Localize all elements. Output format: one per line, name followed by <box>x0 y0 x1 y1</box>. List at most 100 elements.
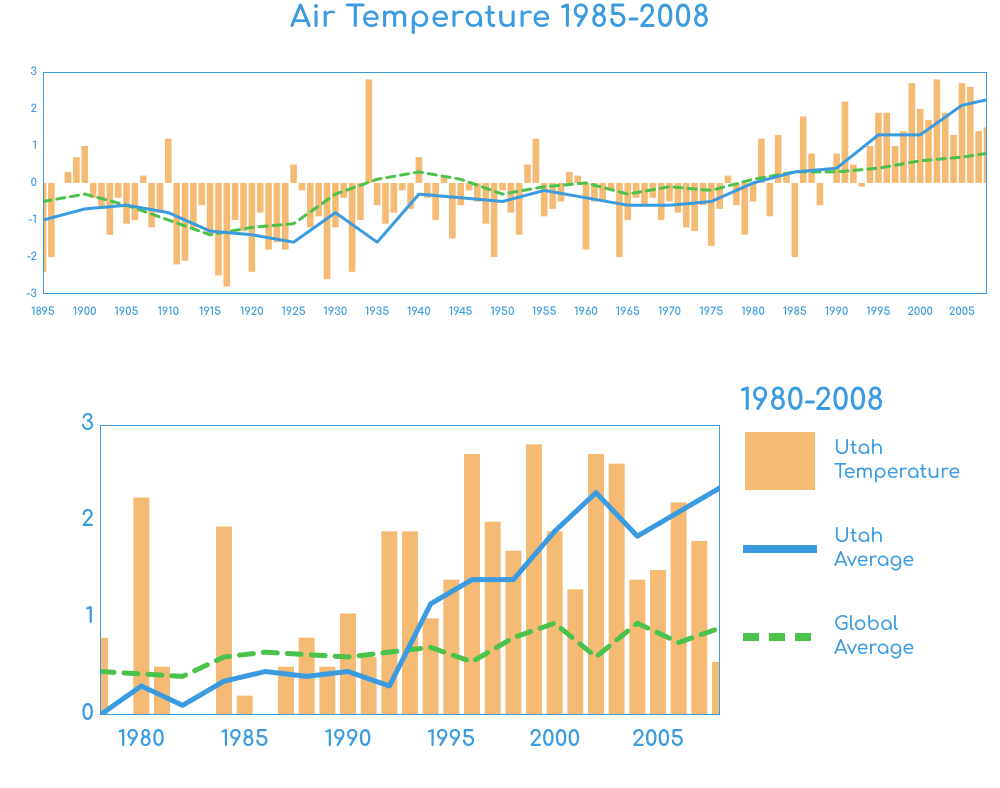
x-tick-label: 2005 <box>932 305 992 318</box>
bar <box>299 183 306 190</box>
bar <box>340 614 356 716</box>
bar <box>934 79 941 183</box>
y-tick-label: 0 <box>54 702 94 726</box>
bar <box>432 183 439 220</box>
bar <box>48 183 55 257</box>
bar <box>641 183 648 205</box>
bar <box>712 662 720 715</box>
bar <box>750 183 757 202</box>
x-tick-label: 1980 <box>111 728 171 752</box>
bar <box>975 131 982 183</box>
bar <box>609 464 625 715</box>
bar <box>65 172 72 183</box>
legend-swatch-utah-line <box>741 539 819 559</box>
bar <box>616 183 623 257</box>
chart-top <box>43 72 987 294</box>
bar <box>959 83 966 183</box>
bar <box>909 83 916 183</box>
legend-label: GlobalAverage <box>834 613 914 661</box>
bar <box>917 109 924 183</box>
legend-item: GlobalAverage <box>740 612 990 662</box>
y-tick-label: 3 <box>0 65 37 78</box>
bar <box>165 139 172 183</box>
bar <box>725 176 732 183</box>
bar <box>257 183 264 213</box>
bar <box>942 113 949 183</box>
bar <box>290 165 297 184</box>
bar <box>207 183 214 235</box>
bar <box>900 131 907 183</box>
bar <box>875 113 882 183</box>
bar <box>457 183 464 205</box>
bar <box>708 183 715 246</box>
bar <box>691 541 707 715</box>
bar <box>566 172 573 183</box>
y-tick-label: 1 <box>54 605 94 629</box>
bar <box>449 183 456 239</box>
bar <box>240 183 247 231</box>
bar <box>443 580 459 715</box>
bar <box>733 183 740 205</box>
bar <box>73 157 80 183</box>
bar <box>402 531 418 715</box>
bar <box>274 183 281 242</box>
bar <box>399 183 406 190</box>
y-tick-label: 2 <box>54 508 94 532</box>
bar <box>526 444 542 715</box>
bar <box>423 618 439 715</box>
y-tick-label: 3 <box>54 412 94 436</box>
chart-top-svg <box>43 72 987 294</box>
y-tick-label: 1 <box>0 139 37 152</box>
bar <box>391 183 398 213</box>
bar <box>850 165 857 184</box>
bar <box>98 183 105 209</box>
chart-bottom <box>100 425 720 715</box>
bar <box>416 157 423 183</box>
legend-item: UtahTemperature <box>740 436 990 486</box>
bar <box>808 153 815 183</box>
bar <box>232 183 239 220</box>
bar <box>671 502 687 715</box>
bar <box>574 176 581 183</box>
bar <box>81 146 88 183</box>
bar <box>766 183 773 216</box>
y-tick-label: -1 <box>0 213 37 226</box>
bar <box>123 183 130 224</box>
bar <box>223 183 230 287</box>
x-tick-label: 2000 <box>525 728 585 752</box>
bar <box>533 139 540 183</box>
bar <box>357 183 364 220</box>
page-title: Air Temperature 1985-2008 <box>0 2 1000 35</box>
x-tick-label: 1995 <box>421 728 481 752</box>
y-tick-label: -3 <box>0 287 37 300</box>
bar <box>365 79 372 183</box>
bar <box>157 183 164 213</box>
bar <box>567 589 583 715</box>
bar <box>883 113 890 183</box>
legend-label: UtahAverage <box>834 525 914 573</box>
legend-label: UtahTemperature <box>834 437 960 485</box>
bar <box>817 183 824 205</box>
bar <box>792 183 799 257</box>
legend: 1980-2008 UtahTemperatureUtahAverageGlob… <box>740 385 990 700</box>
y-tick-label: -2 <box>0 250 37 263</box>
x-tick-label: 1990 <box>318 728 378 752</box>
bar <box>524 165 531 184</box>
bar <box>650 570 666 715</box>
bar <box>190 183 197 227</box>
bar <box>115 183 122 198</box>
bar <box>491 183 498 257</box>
bar <box>332 183 339 227</box>
bar <box>132 183 139 220</box>
bar <box>485 522 501 715</box>
bar <box>148 183 155 227</box>
x-tick-label: 2005 <box>628 728 688 752</box>
y-tick-label: 2 <box>0 102 37 115</box>
bar <box>198 183 205 205</box>
bar <box>140 176 147 183</box>
bar <box>237 696 253 715</box>
legend-swatch-bar <box>745 432 815 490</box>
bar <box>307 183 314 227</box>
bar <box>374 183 381 205</box>
bar <box>629 580 645 715</box>
